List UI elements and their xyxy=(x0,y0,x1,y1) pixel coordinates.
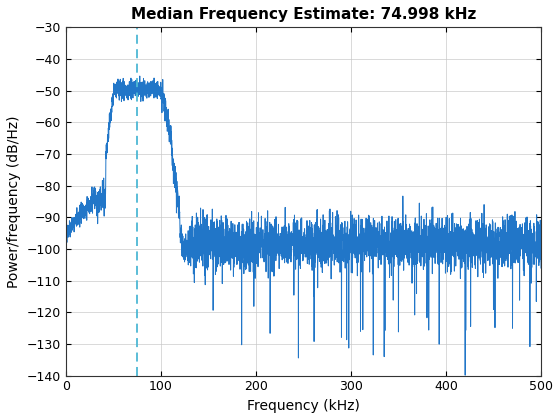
Title: Median Frequency Estimate: 74.998 kHz: Median Frequency Estimate: 74.998 kHz xyxy=(130,7,476,22)
X-axis label: Frequency (kHz): Frequency (kHz) xyxy=(247,399,360,413)
Y-axis label: Power/frequency (dB/Hz): Power/frequency (dB/Hz) xyxy=(7,115,21,288)
